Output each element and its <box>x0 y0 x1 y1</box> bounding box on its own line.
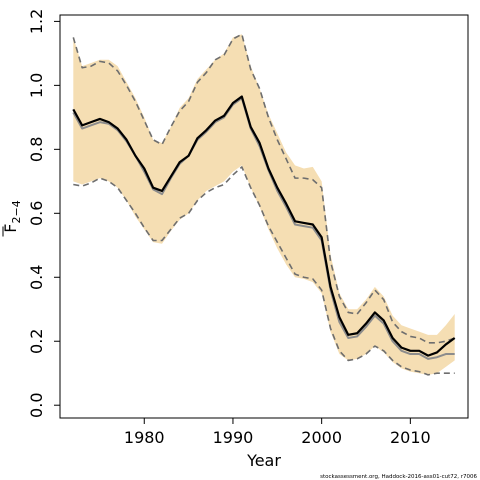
y-tick-label-0.8: 0.8 <box>27 137 46 162</box>
svg-text:F2−4: F2−4 <box>1 200 23 232</box>
y-tick-label-0.0: 0.0 <box>27 392 46 417</box>
plot-frame <box>59 14 469 419</box>
x-tick-label-2010: 2010 <box>390 428 431 447</box>
y-tick-label-0.6: 0.6 <box>27 201 46 226</box>
y-tick-label-0.2: 0.2 <box>27 329 46 354</box>
series-line-layer <box>72 33 456 376</box>
axis-layer: 1980 1990 2000 2010 0.0 0.2 0.4 0.6 0.8 1.0 1.2 <box>27 9 431 447</box>
lower-bound-line <box>73 166 455 376</box>
y-axis-title-base: F <box>1 224 20 233</box>
y-tick-label-0.4: 0.4 <box>27 265 46 290</box>
y-tick-label-1.2: 1.2 <box>27 9 46 34</box>
x-tick-label-1980: 1980 <box>124 428 165 447</box>
x-tick-label-1990: 1990 <box>213 428 254 447</box>
x-tick-label-2000: 2000 <box>301 428 342 447</box>
x-axis-title: Year <box>246 451 281 470</box>
estimate-line <box>72 95 456 357</box>
confidence-band <box>73 34 455 375</box>
y-axis-title-subscript: 2−4 <box>10 200 23 223</box>
confidence-band-layer <box>73 34 455 375</box>
y-tick-label-1.0: 1.0 <box>27 73 46 98</box>
upper-bound-line <box>72 33 455 344</box>
y-axis-title: F2−4 <box>1 200 23 237</box>
footnote: stockassessment.org, Haddock-2016-ass01-… <box>320 474 477 480</box>
